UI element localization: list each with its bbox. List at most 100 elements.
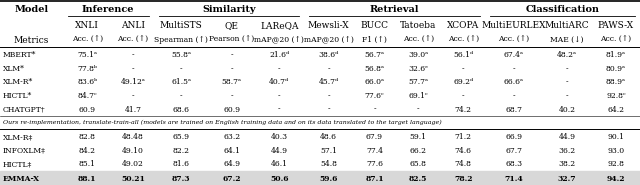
Text: Retrieval: Retrieval (370, 5, 419, 14)
Text: 68.7: 68.7 (506, 106, 522, 114)
Text: ANLI: ANLI (121, 21, 145, 30)
Text: -: - (278, 92, 280, 100)
Text: 81.6: 81.6 (173, 160, 190, 168)
Text: mAP@20 (↑): mAP@20 (↑) (254, 36, 304, 44)
Text: 74.8: 74.8 (455, 160, 472, 168)
Text: LAReQA: LAReQA (260, 21, 298, 30)
Text: -: - (230, 51, 233, 59)
Text: 38.6ᵈ: 38.6ᵈ (319, 51, 339, 59)
Text: Similarity: Similarity (202, 5, 256, 14)
Text: -: - (180, 92, 182, 100)
Text: 60.9: 60.9 (79, 106, 96, 114)
Text: 83.6ᵇ: 83.6ᵇ (77, 78, 97, 87)
Text: 58.7ᵃ: 58.7ᵃ (221, 78, 242, 87)
Text: Acc. (↑): Acc. (↑) (403, 36, 434, 44)
Text: 56.8ᵃ: 56.8ᵃ (364, 65, 385, 73)
Text: MultiSTS: MultiSTS (160, 21, 203, 30)
Text: 77.6ᶜ: 77.6ᶜ (365, 92, 384, 100)
Text: MultiEURLEX: MultiEURLEX (482, 21, 546, 30)
Text: Pearson (↑): Pearson (↑) (209, 36, 254, 44)
Text: 88.9ᵃ: 88.9ᵃ (606, 78, 626, 87)
Text: INFOXLM‡: INFOXLM‡ (3, 147, 45, 155)
Text: -: - (132, 51, 134, 59)
Text: 50.21: 50.21 (121, 174, 145, 183)
Text: -: - (462, 65, 465, 73)
Text: 48.6: 48.6 (320, 133, 337, 141)
Text: 49.12ᵃ: 49.12ᵃ (120, 78, 145, 87)
Text: 64.1: 64.1 (223, 147, 240, 155)
Text: 39.0ᵃ: 39.0ᵃ (408, 51, 428, 59)
Text: 55.8ᵃ: 55.8ᵃ (172, 51, 191, 59)
Text: 77.4: 77.4 (366, 147, 383, 155)
Text: 54.8: 54.8 (320, 160, 337, 168)
Text: Acc. (↑): Acc. (↑) (600, 36, 632, 44)
Text: -: - (417, 106, 420, 114)
Text: Classification: Classification (525, 5, 600, 14)
Text: -: - (278, 106, 280, 114)
Text: 44.9: 44.9 (271, 147, 288, 155)
Text: 80.9ᵃ: 80.9ᵃ (606, 65, 626, 73)
Text: 82.8: 82.8 (79, 133, 96, 141)
Text: 60.9: 60.9 (223, 106, 240, 114)
Text: Acc. (↑): Acc. (↑) (499, 36, 529, 44)
Text: 32.7: 32.7 (558, 174, 577, 183)
Bar (0, 171, 640, 185)
Text: EMMA-X: EMMA-X (3, 174, 40, 183)
Text: -: - (513, 92, 515, 100)
Text: 84.7ᶜ: 84.7ᶜ (77, 92, 97, 100)
Text: 56.1ᵈ: 56.1ᵈ (453, 51, 474, 59)
Text: Mewsli-X: Mewsli-X (308, 21, 349, 30)
Text: BUCC: BUCC (360, 21, 388, 30)
Text: 56.7ᵃ: 56.7ᵃ (364, 51, 385, 59)
Text: XNLI: XNLI (76, 21, 99, 30)
Text: Acc. (↑): Acc. (↑) (72, 36, 103, 44)
Text: 82.2: 82.2 (173, 147, 190, 155)
Text: -: - (328, 65, 330, 73)
Text: -: - (230, 92, 233, 100)
Text: 61.5ᵃ: 61.5ᵃ (172, 78, 191, 87)
Text: 77.6: 77.6 (366, 160, 383, 168)
Text: MultiARC: MultiARC (545, 21, 589, 30)
Text: Spearman (↑): Spearman (↑) (154, 36, 208, 44)
Text: 74.6: 74.6 (455, 147, 472, 155)
Text: Acc. (↑): Acc. (↑) (117, 36, 148, 44)
Text: -: - (230, 65, 233, 73)
Text: 69.1ᶜ: 69.1ᶜ (408, 92, 428, 100)
Text: -: - (566, 78, 568, 87)
Text: 40.7ᵈ: 40.7ᵈ (269, 78, 289, 87)
Text: -: - (513, 65, 515, 73)
Text: Model: Model (14, 5, 48, 14)
Text: 40.2: 40.2 (559, 106, 576, 114)
Text: 67.7: 67.7 (506, 147, 522, 155)
Text: 67.4ᵃ: 67.4ᵃ (504, 51, 524, 59)
Text: Metrics: Metrics (13, 36, 49, 45)
Text: 92.8ᶜ: 92.8ᶜ (606, 92, 626, 100)
Text: 90.1: 90.1 (607, 133, 625, 141)
Text: 92.8: 92.8 (607, 160, 625, 168)
Text: Tatoeba: Tatoeba (400, 21, 436, 30)
Text: 87.1: 87.1 (365, 174, 384, 183)
Text: XLM-R*: XLM-R* (3, 78, 33, 87)
Text: -: - (328, 92, 330, 100)
Text: 88.1: 88.1 (78, 174, 97, 183)
Text: 59.1: 59.1 (410, 133, 427, 141)
Text: QE: QE (225, 21, 239, 30)
Text: 85.1: 85.1 (79, 160, 96, 168)
Text: HICTL*: HICTL* (3, 92, 32, 100)
Text: 64.2: 64.2 (607, 106, 625, 114)
Text: 32.6ᵉ: 32.6ᵉ (408, 65, 428, 73)
Text: 78.2: 78.2 (454, 174, 472, 183)
Text: 50.6: 50.6 (270, 174, 289, 183)
Text: 74.2: 74.2 (455, 106, 472, 114)
Text: -: - (566, 65, 568, 73)
Text: 93.0: 93.0 (607, 147, 625, 155)
Text: Inference: Inference (82, 5, 134, 14)
Text: 48.2ᵃ: 48.2ᵃ (557, 51, 577, 59)
Text: -: - (373, 106, 376, 114)
Text: 66.2: 66.2 (410, 147, 427, 155)
Text: 65.9: 65.9 (173, 133, 190, 141)
Text: XLM-R‡: XLM-R‡ (3, 133, 33, 141)
Text: 68.6: 68.6 (173, 106, 190, 114)
Text: -: - (278, 65, 280, 73)
Text: 67.9: 67.9 (366, 133, 383, 141)
